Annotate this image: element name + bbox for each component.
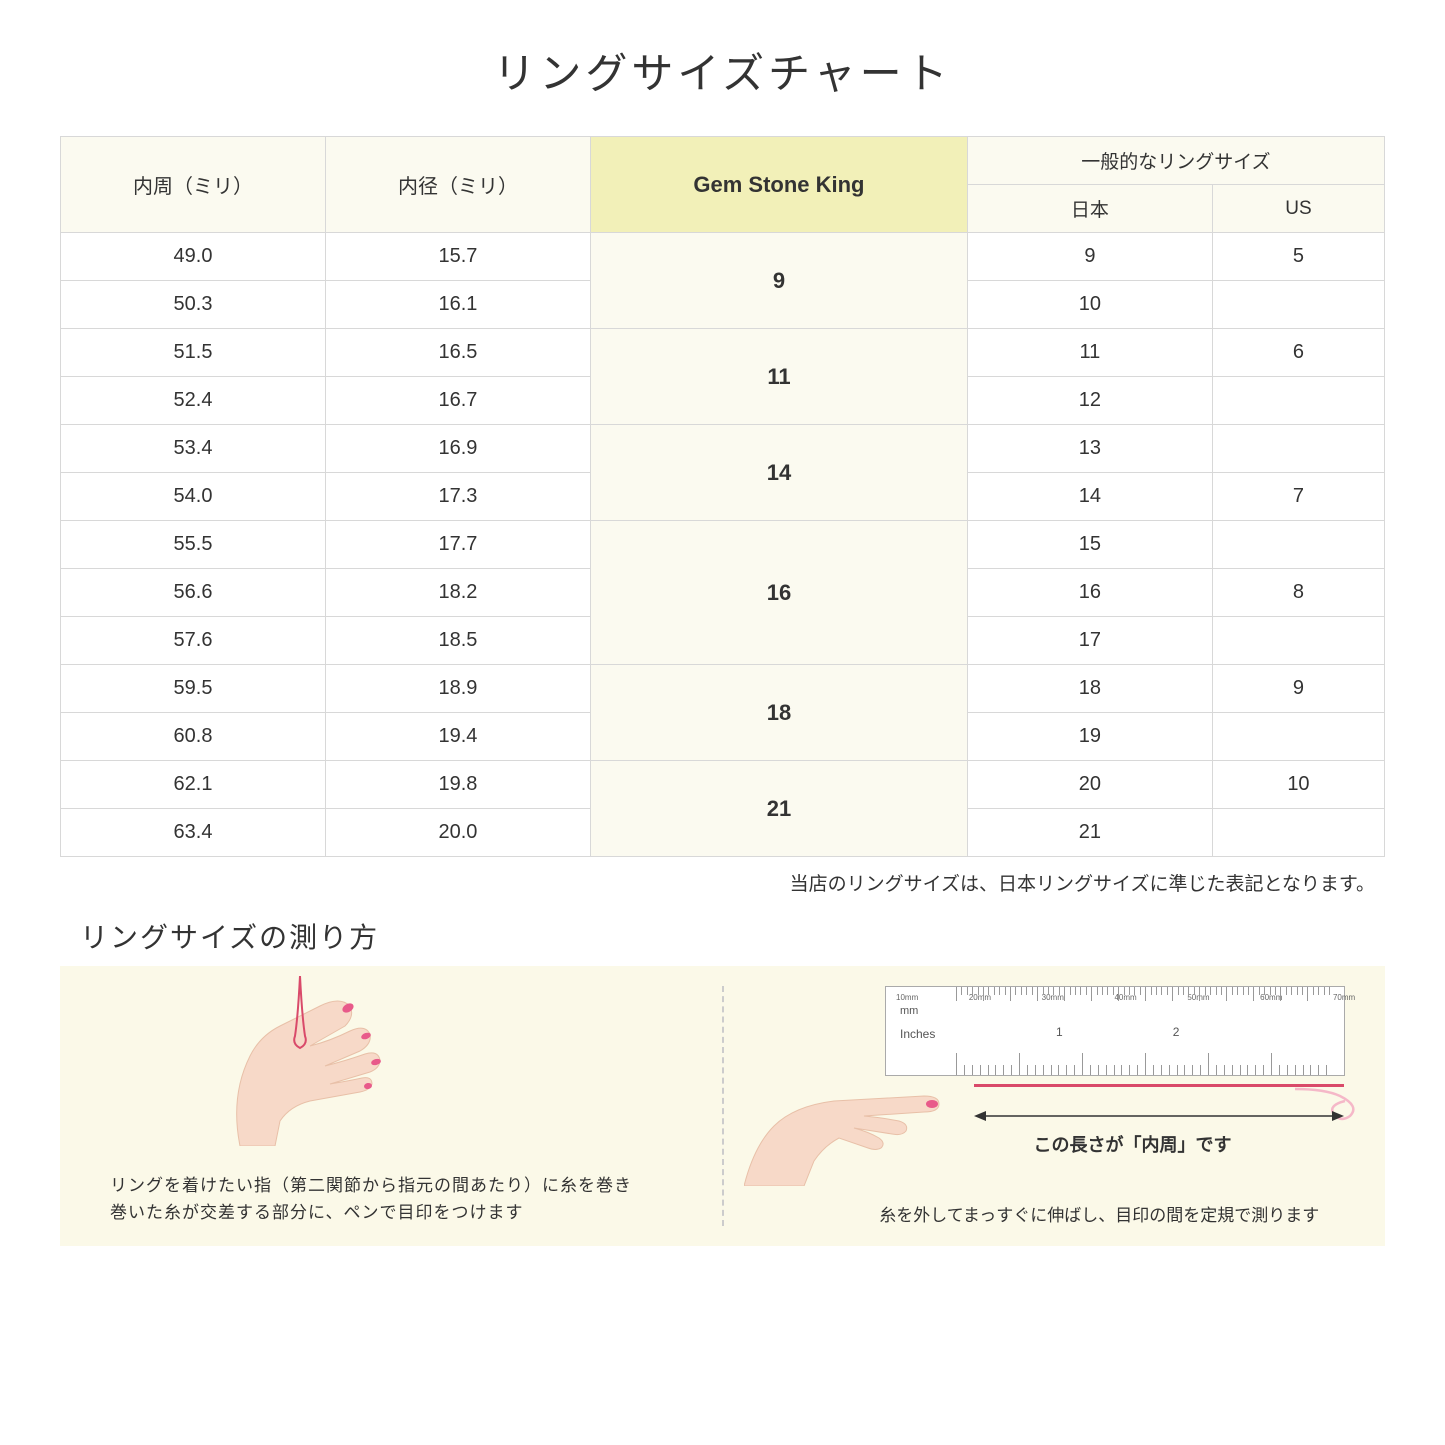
page-title: リングサイズチャート [60,40,1385,101]
hand-wrap-illustration [200,976,460,1146]
header-us: US [1212,185,1384,233]
table-row: 55.517.71615 [61,521,1385,569]
thread-line [974,1084,1344,1087]
header-japan: 日本 [967,185,1212,233]
header-general: 一般的なリングサイズ [967,137,1384,185]
table-row: 53.416.91413 [61,425,1385,473]
howto-left-caption: リングを着けたい指（第二関節から指元の間あたり）に糸を巻き 巻いた糸が交差する部… [110,1172,692,1226]
howto-right: 10mm20mm30mm40mm50mm60mm70mm mm Inches 1… [724,966,1386,1246]
table-row: 51.516.511116 [61,329,1385,377]
howto-right-caption: 糸を外してまっすぐに伸ばし、目印の間を定規で測ります [844,1201,1356,1226]
measurement-arrow [974,1106,1344,1126]
howto-title: リングサイズの測り方 [60,916,1385,956]
header-circumference: 内周（ミリ） [61,137,326,233]
header-gsk: Gem Stone King [590,137,967,233]
size-chart-table: 内周（ミリ） 内径（ミリ） Gem Stone King 一般的なリングサイズ … [60,136,1385,857]
table-note: 当店のリングサイズは、日本リングサイズに準じた表記となります。 [60,869,1385,896]
table-row: 59.518.918189 [61,665,1385,713]
ruler-illustration: 10mm20mm30mm40mm50mm60mm70mm mm Inches 1… [885,986,1345,1076]
table-row: 62.119.8212010 [61,761,1385,809]
howto-left: リングを着けたい指（第二関節から指元の間あたり）に糸を巻き 巻いた糸が交差する部… [60,966,722,1246]
arrow-label: この長さが「内周」です [1034,1131,1232,1157]
howto-panel: リングを着けたい指（第二関節から指元の間あたり）に糸を巻き 巻いた糸が交差する部… [60,966,1385,1246]
table-row: 49.015.7995 [61,233,1385,281]
header-diameter: 内径（ミリ） [325,137,590,233]
